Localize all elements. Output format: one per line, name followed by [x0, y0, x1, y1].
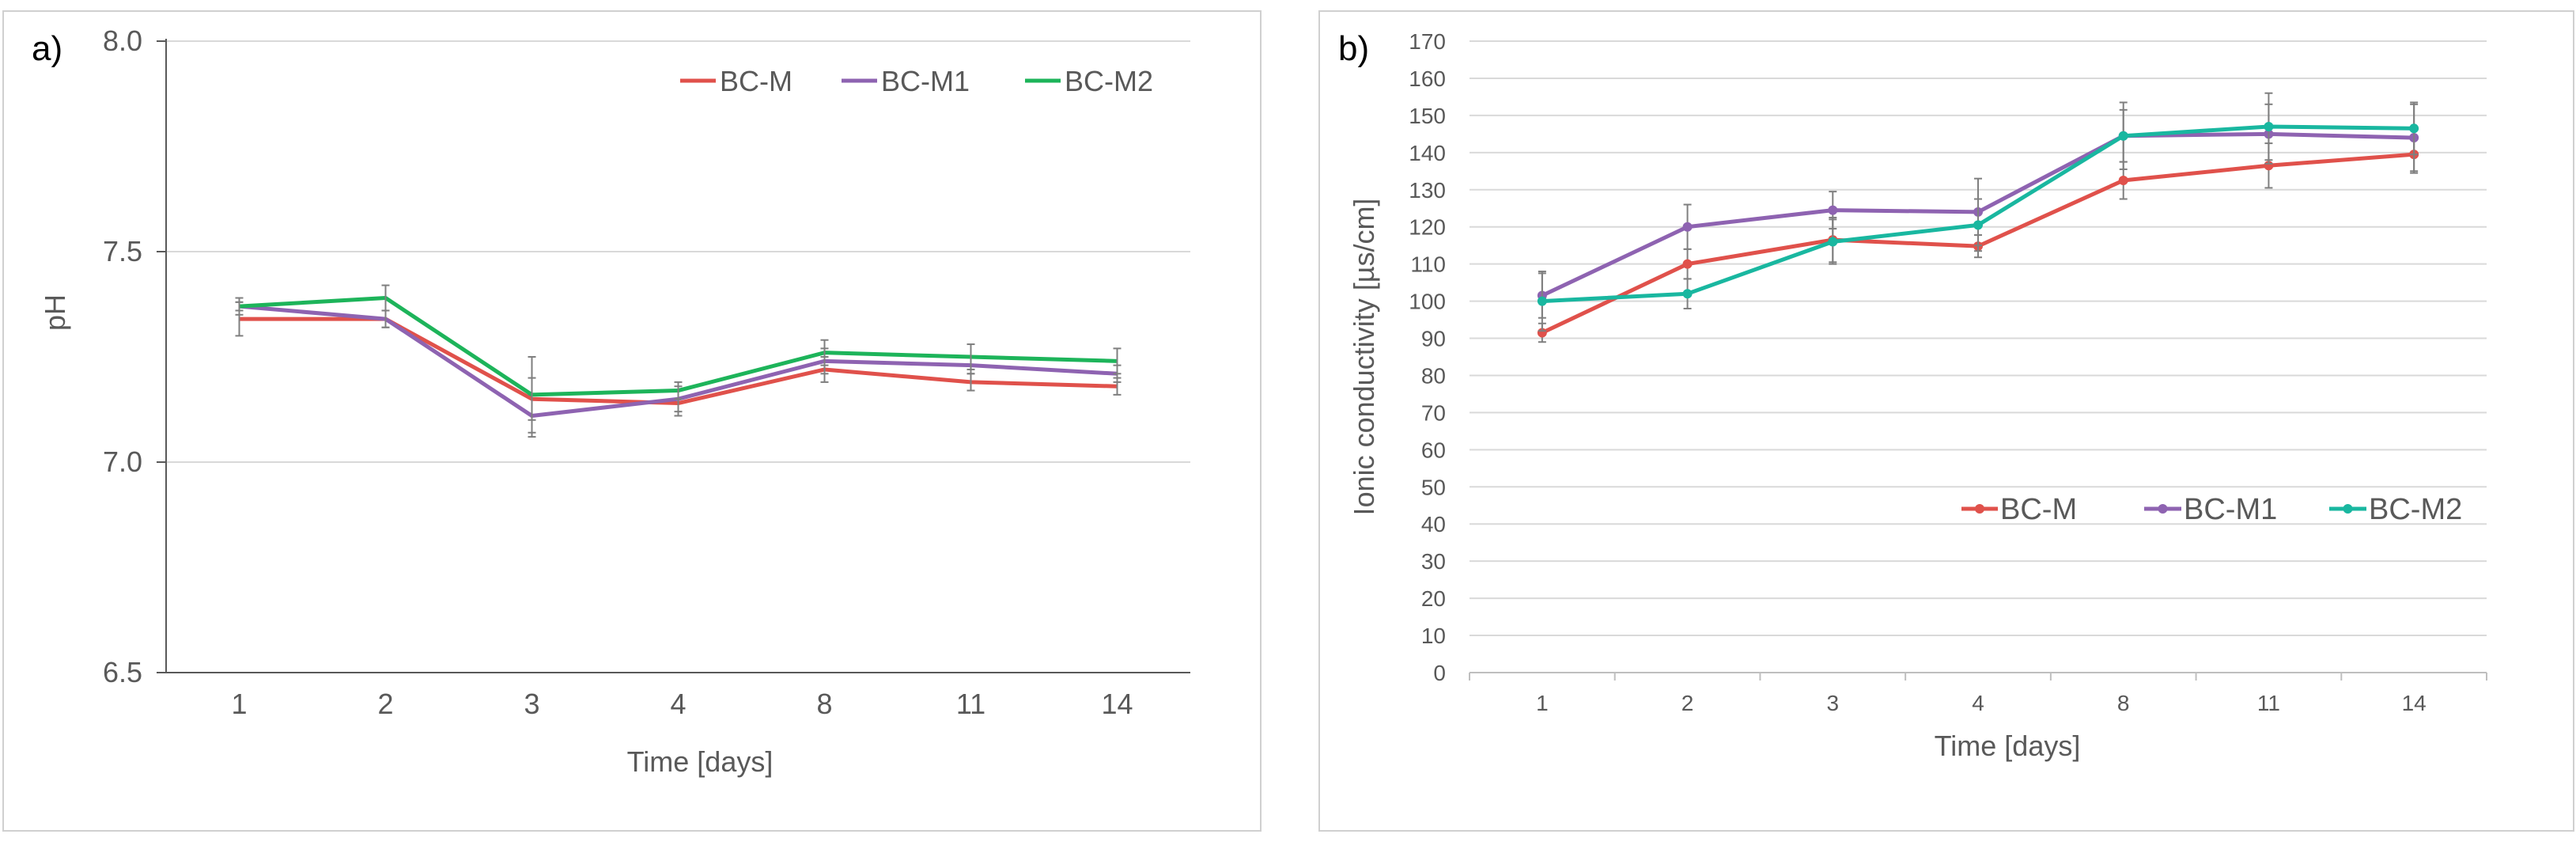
data-point-bc-m2: [1537, 296, 1547, 306]
data-point-bc-m2: [1973, 220, 1983, 230]
y-tick-label: 8.0: [103, 25, 142, 57]
legend-marker-bc-m: [1975, 504, 1984, 514]
x-tick-label: 8: [2117, 691, 2130, 715]
data-point-bc-m2: [2118, 131, 2128, 141]
legend-marker-bc-m1: [2158, 504, 2168, 514]
x-tick-label: 8: [816, 688, 832, 720]
y-tick-label: 80: [1421, 363, 1446, 388]
panel-a-label: a): [32, 29, 62, 68]
y-tick-label: 50: [1421, 475, 1446, 499]
y-tick-label: 140: [1409, 141, 1446, 165]
chart-a: 6.5 7.0 7.5 8.0 1 2 3 4 8 11 14 Time [days] pH BC-M BC…: [39, 25, 1190, 778]
x-tick-label: 4: [670, 688, 686, 720]
y-tick-label: 170: [1409, 29, 1446, 54]
y-axis-title: pH: [39, 294, 71, 331]
data-point-bc-m1: [1828, 205, 1838, 215]
x-tick-label: 11: [956, 688, 985, 720]
y-tick-label: 10: [1421, 624, 1446, 648]
y-tick-label: 40: [1421, 512, 1446, 536]
x-axis-title: Time [days]: [627, 745, 774, 778]
panel-b-frame: [1318, 10, 2574, 832]
legend-label-bc-m1: BC-M1: [2184, 493, 2277, 526]
x-tick-label: 1: [231, 688, 247, 720]
legend-label-bc-m2: BC-M2: [2369, 493, 2462, 526]
x-tick-label: 14: [2402, 691, 2427, 715]
legend-label-bc-m2: BC-M2: [1065, 65, 1153, 97]
legend-label-bc-m: BC-M: [2000, 493, 2077, 526]
y-tick-label: 20: [1421, 586, 1446, 611]
x-tick-label: 3: [1826, 691, 1839, 715]
y-tick-label: 150: [1409, 104, 1446, 128]
y-tick-label: 6.5: [103, 656, 142, 688]
panel-b-label: b): [1338, 29, 1369, 68]
legend-label-bc-m: BC-M: [720, 65, 792, 97]
data-point-bc-m2: [2409, 123, 2419, 134]
x-axis-title: Time [days]: [1935, 730, 2081, 762]
y-tick-label: 60: [1421, 438, 1446, 462]
y-tick-label: 0: [1433, 661, 1446, 685]
legend-marker-bc-m2: [2343, 504, 2353, 514]
data-point-bc-m1: [1682, 222, 1693, 232]
y-tick-label: 160: [1409, 66, 1446, 91]
data-point-bc-m2: [1682, 289, 1693, 299]
chart-b: 0 10 20 30 40 50 60 70 80 90 100 110 120 130 140 150 160…: [1348, 29, 2487, 762]
x-tick-label: 1: [1536, 691, 1549, 715]
y-tick-label: 70: [1421, 400, 1446, 425]
y-tick-label: 7.5: [103, 235, 142, 267]
legend-label-bc-m1: BC-M1: [881, 65, 970, 97]
data-point-bc-m: [2118, 176, 2128, 186]
y-axis-title: Ionic conductivity [µs/cm]: [1348, 199, 1380, 516]
y-tick-label: 100: [1409, 290, 1446, 314]
x-tick-label: 11: [2257, 691, 2280, 715]
y-tick-label: 30: [1421, 549, 1446, 574]
x-tick-label: 4: [1972, 691, 1984, 715]
data-point-bc-m2: [2264, 121, 2274, 131]
y-tick-label: 130: [1409, 178, 1446, 203]
x-tick-label: 3: [524, 688, 539, 720]
y-tick-label: 120: [1409, 215, 1446, 240]
y-tick-label: 110: [1410, 252, 1446, 277]
data-point-bc-m: [1682, 259, 1693, 269]
y-tick-label: 7.0: [103, 445, 142, 478]
y-tick-label: 90: [1421, 327, 1446, 351]
x-tick-label: 2: [377, 688, 393, 720]
data-point-bc-m2: [1828, 237, 1838, 247]
panel-a-frame: [2, 10, 1262, 832]
x-tick-label: 14: [1101, 688, 1133, 720]
x-tick-label: 2: [1681, 691, 1694, 715]
